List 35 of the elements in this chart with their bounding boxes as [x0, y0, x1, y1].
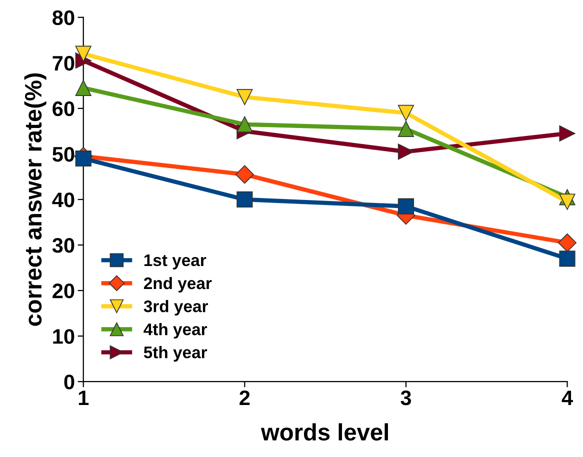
- point: [559, 125, 576, 142]
- x-tick-label: 4: [562, 390, 573, 406]
- point: [398, 198, 414, 214]
- point: [236, 191, 253, 208]
- y-tick-label: 70: [52, 56, 74, 71]
- legend-label: 4th year: [144, 323, 208, 339]
- point: [558, 233, 577, 252]
- y-tick-label: 60: [52, 101, 74, 116]
- x-tick-label: 2: [240, 390, 250, 406]
- y-tick-label: 40: [52, 192, 74, 208]
- y-tick-label: 50: [52, 146, 74, 162]
- legend-label: 1st year: [144, 254, 206, 270]
- legend-label: 2nd year: [144, 276, 212, 292]
- y-tick-label: 80: [52, 10, 74, 26]
- point: [75, 46, 92, 62]
- y-tick-label: 30: [52, 238, 74, 253]
- legend-label: 5th year: [144, 346, 208, 362]
- point: [559, 250, 576, 267]
- point: [75, 80, 92, 96]
- point: [398, 144, 414, 160]
- x-tick-label: 3: [400, 390, 412, 406]
- point: [75, 150, 92, 167]
- y-tick-label: 10: [53, 329, 74, 344]
- point: [559, 194, 576, 210]
- point: [398, 104, 414, 122]
- point: [236, 88, 253, 106]
- y-tick-label: 20: [52, 284, 74, 298]
- y-tick-label: 0: [64, 374, 74, 390]
- point: [398, 120, 414, 137]
- y-axis-title: correct answer rate(%): [24, 73, 46, 326]
- legend-label: 3rd year: [144, 300, 208, 316]
- x-tick-label: 1: [78, 390, 89, 406]
- point: [236, 116, 253, 132]
- point: [235, 165, 254, 184]
- x-axis-title: words level: [260, 423, 388, 441]
